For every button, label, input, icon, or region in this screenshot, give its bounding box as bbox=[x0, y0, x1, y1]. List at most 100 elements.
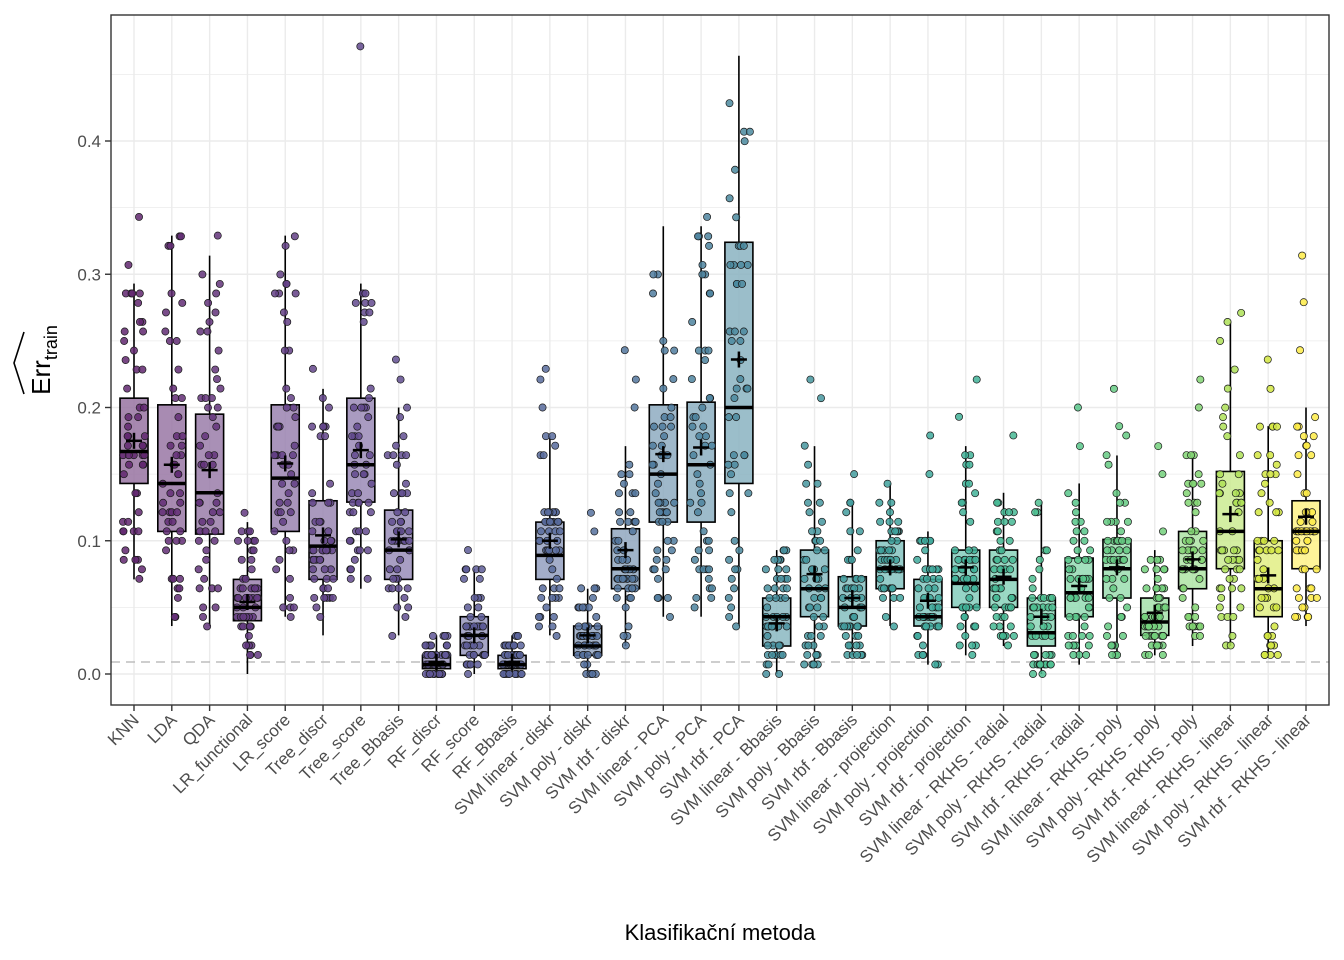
data-point bbox=[1152, 584, 1161, 593]
data-point bbox=[392, 441, 401, 450]
data-point bbox=[1085, 631, 1094, 640]
data-point bbox=[1179, 584, 1188, 593]
data-point bbox=[204, 299, 213, 307]
data-point bbox=[658, 422, 667, 431]
data-point bbox=[177, 394, 186, 403]
data-point bbox=[1223, 384, 1232, 393]
data-point bbox=[199, 603, 208, 612]
data-point bbox=[441, 651, 450, 659]
data-point bbox=[168, 517, 177, 526]
data-point bbox=[804, 641, 813, 650]
data-point bbox=[839, 574, 848, 583]
data-point bbox=[744, 489, 753, 498]
data-point bbox=[764, 660, 773, 669]
data-point bbox=[775, 670, 784, 678]
data-point bbox=[324, 527, 333, 536]
data-point bbox=[1153, 641, 1162, 650]
data-point bbox=[996, 536, 1005, 545]
data-point bbox=[359, 470, 368, 479]
data-point bbox=[800, 660, 809, 669]
data-point bbox=[956, 622, 965, 631]
data-point bbox=[202, 555, 211, 564]
data-point bbox=[1272, 603, 1281, 612]
data-point bbox=[240, 508, 249, 517]
data-point bbox=[1103, 517, 1112, 526]
data-point bbox=[427, 651, 436, 659]
box-group bbox=[988, 431, 1019, 650]
data-point bbox=[176, 489, 184, 498]
data-point bbox=[291, 413, 300, 422]
data-point bbox=[516, 641, 525, 650]
data-point bbox=[388, 631, 397, 640]
data-point bbox=[539, 451, 548, 460]
data-point bbox=[1194, 403, 1203, 412]
data-point bbox=[695, 432, 704, 441]
data-point bbox=[1065, 612, 1074, 621]
data-point bbox=[993, 517, 1002, 526]
data-point bbox=[594, 651, 603, 659]
data-point bbox=[695, 479, 704, 488]
data-point bbox=[214, 346, 223, 355]
data-point bbox=[276, 270, 285, 279]
data-point bbox=[993, 498, 1002, 507]
data-point bbox=[965, 460, 974, 469]
data-point bbox=[660, 346, 669, 355]
data-point bbox=[704, 232, 713, 241]
data-point bbox=[705, 394, 714, 403]
data-point bbox=[249, 546, 258, 555]
data-point bbox=[516, 651, 524, 659]
data-point bbox=[201, 527, 210, 536]
data-point bbox=[653, 546, 662, 555]
data-point bbox=[1004, 641, 1012, 650]
data-point bbox=[211, 308, 220, 317]
box-group bbox=[1215, 308, 1246, 650]
data-point bbox=[876, 574, 885, 583]
y-tick-label: 0.0 bbox=[77, 665, 101, 684]
data-point bbox=[385, 565, 394, 574]
data-point bbox=[620, 479, 628, 488]
data-point bbox=[1307, 584, 1316, 593]
box-group bbox=[799, 375, 830, 669]
data-point bbox=[775, 641, 783, 650]
data-point bbox=[537, 527, 545, 536]
data-point bbox=[779, 546, 788, 555]
data-point bbox=[1103, 536, 1112, 545]
data-point bbox=[119, 555, 128, 564]
data-point bbox=[663, 536, 672, 545]
data-point bbox=[1267, 546, 1276, 555]
box-group bbox=[194, 231, 225, 631]
data-point bbox=[400, 593, 409, 602]
data-point bbox=[1253, 451, 1262, 460]
data-point bbox=[396, 375, 405, 384]
data-point bbox=[549, 612, 558, 621]
data-point bbox=[204, 451, 213, 460]
data-point bbox=[846, 498, 855, 507]
data-point bbox=[1034, 498, 1043, 507]
data-point bbox=[729, 451, 738, 460]
data-point bbox=[934, 593, 943, 602]
data-point bbox=[1069, 651, 1078, 659]
box-group bbox=[308, 364, 338, 636]
x-tick-label: KNN bbox=[104, 710, 143, 749]
data-point bbox=[881, 612, 890, 621]
data-point bbox=[542, 603, 551, 612]
data-point bbox=[399, 432, 408, 441]
data-point bbox=[172, 337, 181, 345]
data-point bbox=[661, 565, 670, 574]
data-point bbox=[1229, 546, 1238, 555]
data-point bbox=[806, 375, 815, 384]
box-group bbox=[572, 508, 603, 678]
data-point bbox=[443, 641, 451, 650]
data-point bbox=[1072, 508, 1080, 517]
data-point bbox=[1188, 622, 1197, 631]
data-point bbox=[955, 641, 964, 650]
data-point bbox=[241, 574, 250, 583]
data-point bbox=[552, 574, 561, 583]
data-point bbox=[206, 517, 215, 526]
data-point bbox=[290, 441, 299, 450]
data-point bbox=[1142, 584, 1151, 593]
data-point bbox=[123, 384, 132, 393]
data-point bbox=[841, 631, 850, 640]
data-point bbox=[807, 631, 816, 640]
data-point bbox=[463, 603, 472, 612]
